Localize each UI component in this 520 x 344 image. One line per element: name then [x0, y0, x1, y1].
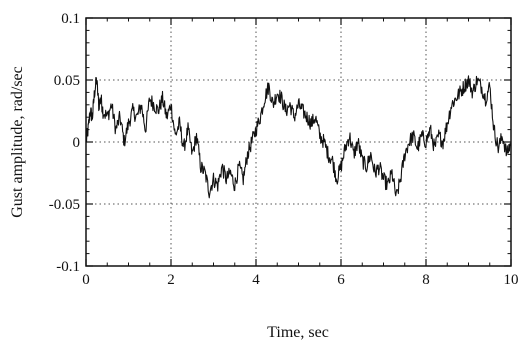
y-tick-labels: -0.1 -0.05 0 0.05 0.1 [49, 11, 80, 275]
y-axis-label: Gust amplitude, rad/sec [9, 66, 26, 218]
x-tick-labels: 0 2 4 6 8 10 [82, 272, 518, 288]
x-tick-label: 0 [82, 272, 90, 288]
series-line [85, 75, 512, 199]
x-tick-label: 4 [252, 272, 260, 288]
x-tick-label: 8 [422, 272, 430, 288]
x-tick-label: 10 [504, 272, 519, 288]
y-tick-label: -0.1 [56, 259, 80, 275]
y-tick-label: -0.05 [49, 197, 80, 213]
x-tick-label: 2 [167, 272, 175, 288]
y-tick-label: 0.1 [61, 11, 80, 27]
grid-lines [86, 18, 511, 266]
x-tick-label: 6 [337, 272, 345, 288]
y-tick-label: 0.05 [54, 73, 80, 89]
series-layer [85, 75, 512, 199]
y-tick-label: 0 [73, 135, 81, 151]
x-axis-label: Time, sec [267, 324, 329, 341]
tick-marks [85, 17, 512, 267]
